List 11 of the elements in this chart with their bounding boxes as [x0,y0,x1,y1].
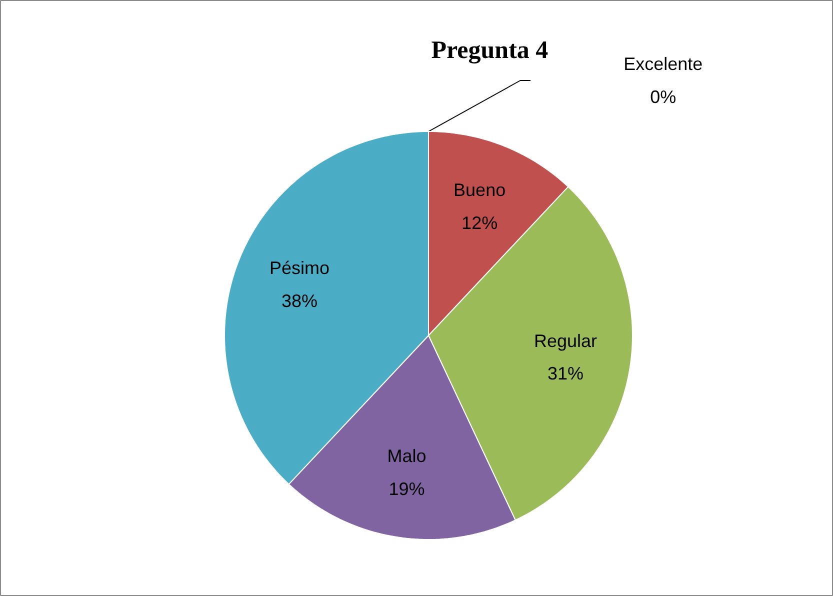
data-label: 19% [388,478,425,499]
text: 0% [650,86,676,107]
slice-label: Pésimo [270,258,330,278]
category-label: Excelente [624,54,703,74]
chart-title: Pregunta 4 [431,37,549,64]
slice-label: Bueno [454,180,506,200]
slice-label: Regular [534,330,598,351]
data-label: 12% [462,212,498,233]
slice-label: Malo [387,446,426,466]
data-label: 38% [282,290,318,311]
data-label: 31% [548,364,584,384]
